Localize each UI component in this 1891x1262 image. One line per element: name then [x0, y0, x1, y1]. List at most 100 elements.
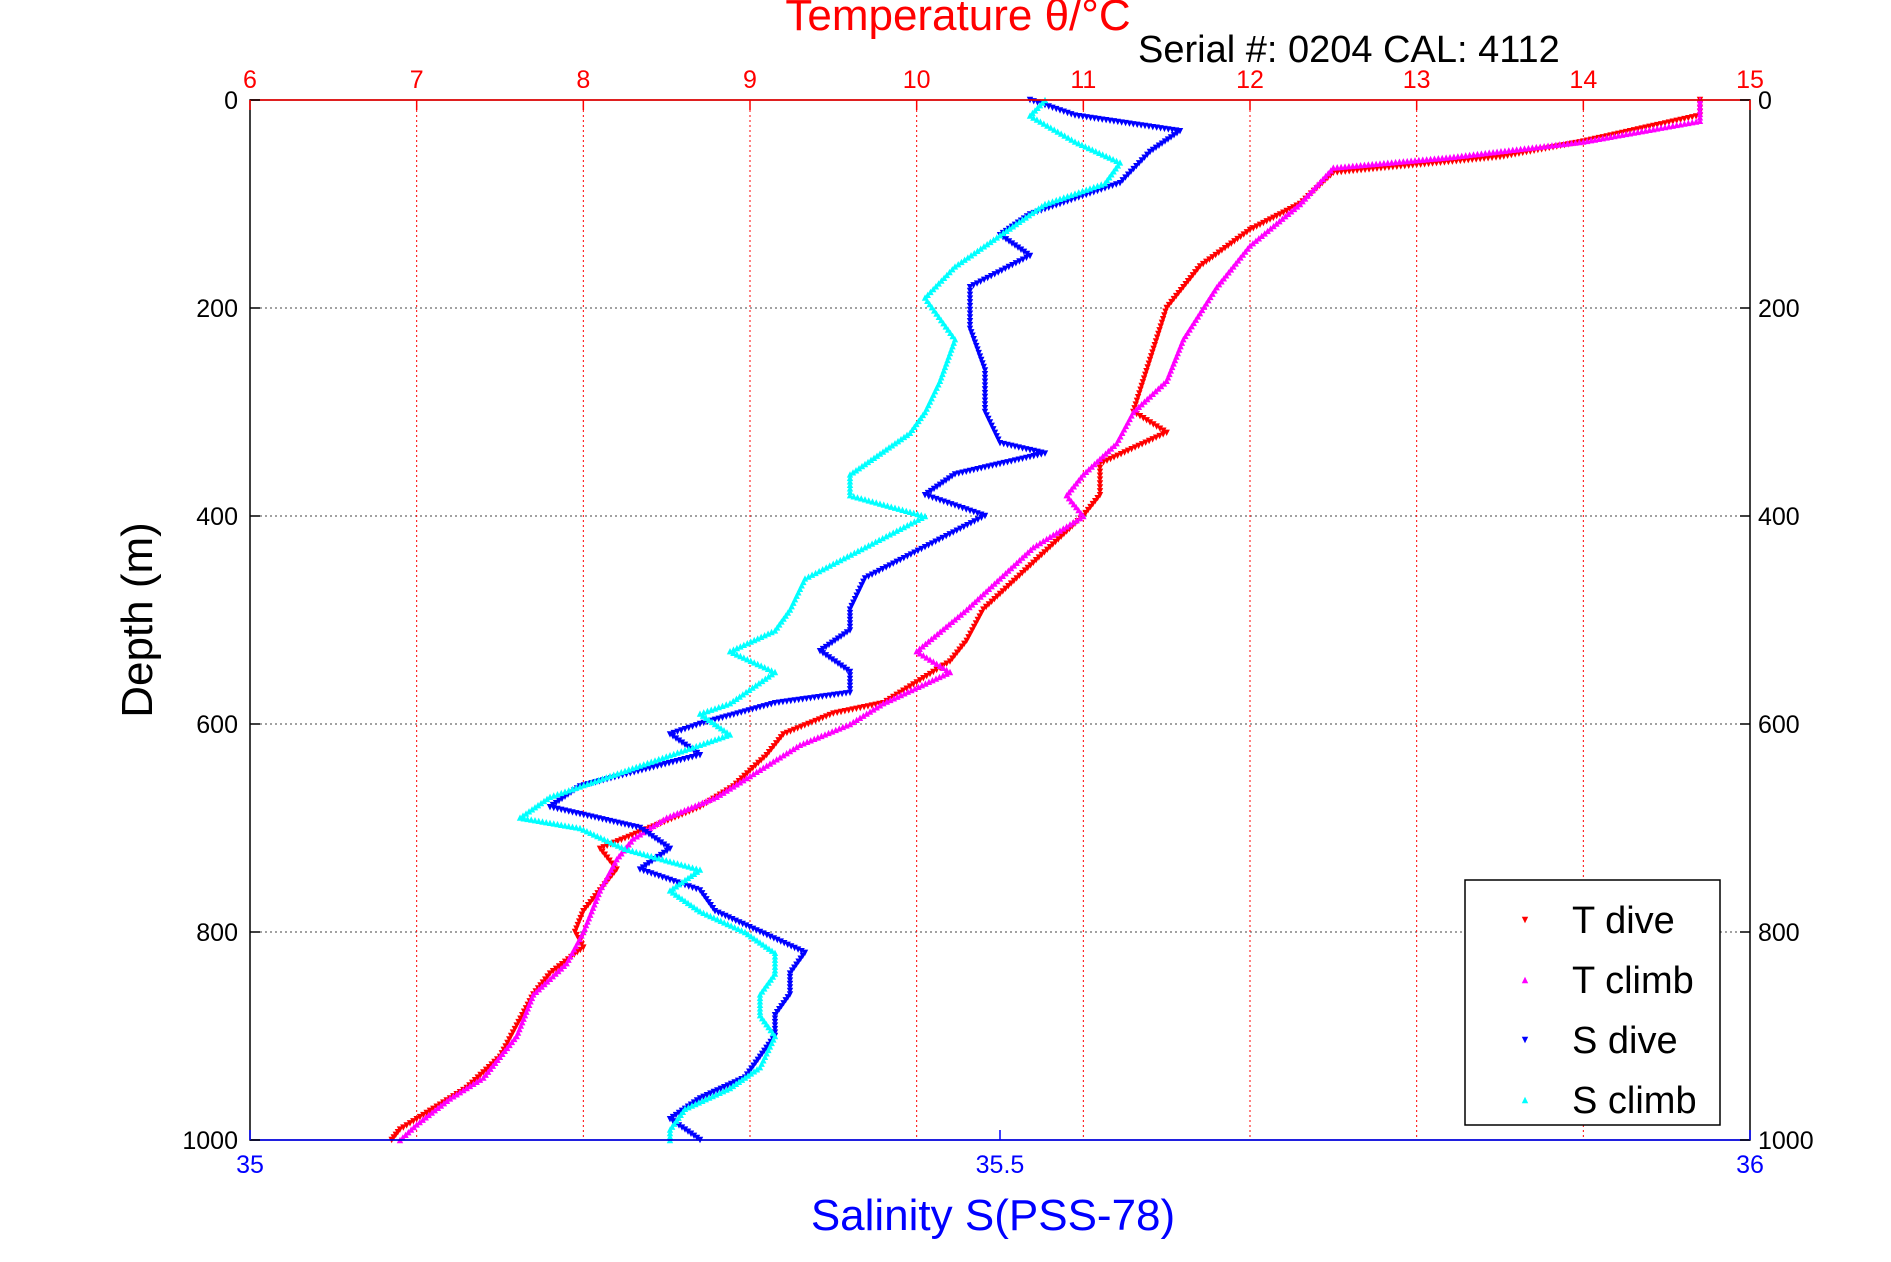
data-point	[506, 1036, 513, 1043]
data-point	[629, 765, 636, 772]
data-point	[1136, 412, 1144, 420]
data-point	[480, 1074, 487, 1081]
data-point	[726, 700, 734, 707]
data-point	[822, 643, 830, 651]
data-point	[672, 891, 680, 898]
data-point	[730, 783, 737, 790]
data-point	[644, 851, 651, 859]
data-point	[1146, 419, 1154, 426]
data-point	[708, 737, 715, 745]
data-point	[402, 1131, 409, 1138]
data-point	[879, 534, 886, 542]
data-point	[670, 811, 678, 818]
data-point	[980, 276, 988, 284]
data-point	[1114, 452, 1121, 459]
data-point	[925, 638, 932, 645]
data-point	[1128, 446, 1135, 453]
data-point	[651, 757, 659, 764]
data-point	[546, 975, 554, 982]
data-point	[1099, 453, 1106, 460]
data-point	[1026, 252, 1034, 260]
data-point	[723, 729, 731, 736]
data-point	[1164, 136, 1172, 143]
data-point	[1066, 521, 1074, 528]
data-point	[736, 779, 744, 786]
data-point	[407, 1126, 415, 1133]
data-point	[1150, 421, 1157, 428]
data-point	[440, 1099, 448, 1107]
data-point	[1019, 554, 1026, 561]
data-point	[1135, 403, 1143, 410]
data-point	[846, 488, 854, 495]
data-point	[971, 249, 978, 257]
data-point	[666, 1129, 674, 1137]
data-point	[776, 754, 784, 761]
data-point	[864, 458, 872, 466]
data-point	[544, 978, 551, 985]
data-point	[1669, 122, 1676, 129]
data-point	[761, 632, 768, 639]
data-point	[1107, 455, 1114, 463]
data-point	[690, 1132, 698, 1140]
data-point	[971, 598, 979, 605]
data-point	[663, 847, 671, 855]
data-point	[969, 627, 976, 634]
y-axis-title: Depth (m)	[113, 522, 162, 718]
data-point	[678, 878, 686, 886]
data-point	[981, 389, 989, 397]
data-point	[666, 1133, 674, 1140]
data-point	[1002, 570, 1009, 577]
series-t-climb	[396, 96, 1704, 1144]
data-point	[678, 861, 685, 868]
data-point	[659, 754, 666, 761]
data-point	[1102, 152, 1110, 160]
data-point	[543, 795, 551, 803]
data-point	[660, 841, 668, 848]
data-point	[1556, 141, 1564, 148]
data-point	[1064, 193, 1071, 200]
data-point	[1696, 114, 1704, 121]
data-point	[1256, 221, 1264, 228]
data-point	[940, 274, 948, 281]
data-point	[1544, 142, 1552, 149]
data-point	[1231, 238, 1238, 245]
data-point	[927, 288, 934, 296]
data-point	[1276, 211, 1284, 218]
data-point	[552, 970, 559, 977]
data-point	[800, 740, 807, 747]
data-point	[918, 514, 925, 522]
data-point	[704, 739, 711, 746]
data-point	[717, 917, 724, 924]
data-point	[966, 325, 974, 332]
data-point	[416, 1113, 424, 1121]
data-point	[639, 826, 647, 834]
data-point	[995, 269, 1002, 276]
data-point	[1141, 398, 1148, 405]
temperature-tick-label: 6	[243, 66, 257, 94]
data-point	[868, 571, 876, 578]
data-point	[974, 596, 981, 603]
data-point	[1060, 525, 1067, 532]
data-point	[648, 833, 656, 840]
data-point	[796, 741, 804, 748]
data-point	[423, 1109, 430, 1117]
data-point	[825, 654, 833, 661]
data-point	[883, 698, 891, 705]
data-point	[687, 872, 695, 880]
data-point	[981, 378, 989, 385]
data-point	[450, 1093, 457, 1100]
data-point	[981, 382, 989, 389]
data-point	[1149, 436, 1156, 443]
data-point	[936, 628, 944, 635]
data-point	[970, 336, 977, 343]
data-point	[927, 487, 935, 495]
data-point	[672, 735, 680, 742]
data-point	[737, 643, 744, 650]
data-point	[828, 728, 836, 735]
data-point	[847, 551, 855, 558]
legend-marker	[1521, 1036, 1529, 1044]
data-point	[981, 393, 989, 401]
data-point	[513, 1022, 520, 1029]
data-point	[768, 628, 775, 636]
data-point	[1282, 213, 1289, 220]
